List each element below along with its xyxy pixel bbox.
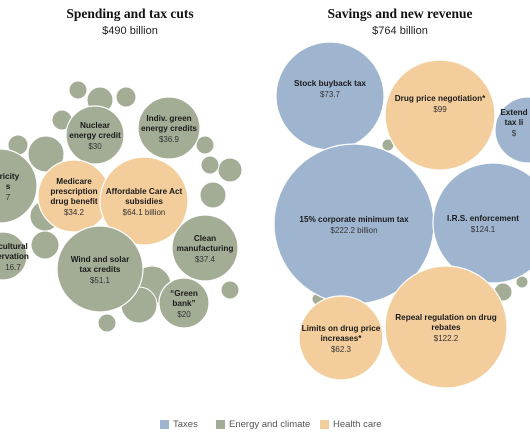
bubble	[298, 295, 384, 381]
bubble	[384, 265, 508, 389]
bubble-value: 16.7	[5, 263, 21, 272]
bubble-value: $	[512, 129, 517, 138]
bubble-value: $73.7	[320, 90, 341, 99]
background-bubble	[68, 80, 88, 100]
bubble	[99, 156, 189, 246]
bubble-label: Medicare prescription drug benefit	[50, 177, 98, 206]
bubble-label: “Green bank”	[170, 289, 198, 308]
background-bubble	[27, 135, 65, 173]
bubble	[37, 159, 111, 233]
bubble-value: $20	[177, 310, 191, 319]
bubble	[0, 231, 28, 281]
right-panel-header: Savings and new revenue $764 billion	[270, 6, 530, 38]
bubble-value: $62.3	[331, 345, 352, 354]
left-panel-title: Spending and tax cuts	[66, 6, 194, 21]
bubble	[65, 105, 125, 165]
bubble-value: $122.2	[434, 334, 459, 343]
bubble	[494, 96, 530, 164]
bubble	[432, 162, 530, 284]
bubble-value: 7	[6, 193, 11, 202]
legend-label-taxes: Taxes	[173, 419, 198, 430]
bubble-value: $124.1	[471, 225, 496, 234]
right-panel-title: Savings and new revenue	[327, 6, 473, 21]
legend-swatch-health	[320, 420, 329, 429]
right-panel-total: $764 billion	[372, 25, 428, 37]
bubble-chart: Nuclear energy credit $30 Indiv. green energ…	[0, 41, 530, 389]
bubble	[56, 225, 144, 313]
bubble-label: Limits on drug price increases*	[302, 324, 381, 343]
bubble-label: cultural ervation	[0, 242, 29, 261]
bubble-value: $64.1 billion	[123, 208, 166, 217]
bubble-label: 15% corporate minimum tax	[299, 215, 409, 224]
bubble	[137, 96, 201, 160]
bubble-label: Clean manufacturing	[177, 234, 234, 253]
legend-label-health: Health care	[333, 419, 382, 430]
legend-label-energy: Energy and climate	[229, 419, 311, 430]
bubble-value: $99	[433, 105, 447, 114]
bubble-label: Affordable Care Act subsidies	[106, 187, 183, 206]
bubble-label: Stock buyback tax	[294, 79, 366, 88]
legend-swatch-taxes	[160, 420, 169, 429]
background-bubble	[97, 313, 117, 333]
legend: Taxes Energy and climate Health care	[0, 419, 530, 435]
legend-swatch-energy	[216, 420, 225, 429]
bubble-label: Extend tax li	[500, 108, 527, 127]
background-bubble	[217, 157, 243, 183]
background-bubble	[115, 86, 137, 108]
background-bubble	[200, 155, 220, 175]
bubble-label: Drug price negotiation*	[395, 94, 486, 103]
legend-item-taxes: Taxes	[160, 419, 198, 430]
bubble-value: $37.4	[195, 255, 216, 264]
bubble-label: Repeal regulation on drug rebates	[395, 313, 496, 332]
bubble-label: tricitys	[0, 172, 20, 191]
bubble-label: I.R.S. enforcement	[447, 214, 519, 223]
bubble-label: Indiv. green energy credits	[141, 114, 197, 133]
bubble-value: $36.9	[159, 135, 180, 144]
bubble	[384, 59, 496, 171]
background-bubble	[199, 181, 227, 209]
bubble-label: Nuclear energy credit	[69, 121, 121, 140]
background-bubble	[220, 280, 240, 300]
left-panel-header: Spending and tax cuts $490 billion	[0, 6, 260, 38]
bubble-value: $34.2	[64, 208, 85, 217]
legend-item-health: Health care	[320, 419, 382, 430]
left-panel-total: $490 billion	[102, 25, 158, 37]
bubble-label: Wind and solar tax credits	[71, 255, 130, 274]
bubble	[158, 277, 210, 329]
background-bubble	[30, 230, 60, 260]
labeled-bubbles: Nuclear energy credit $30 Indiv. green energ…	[0, 41, 530, 389]
bubble-value: $51.1	[90, 276, 111, 285]
bubble-value: $222.2 billion	[330, 226, 377, 235]
legend-item-energy: Energy and climate	[216, 419, 310, 430]
background-bubble	[195, 135, 215, 155]
bubble-value: $30	[88, 142, 102, 151]
bubble	[0, 148, 38, 224]
bubble	[171, 214, 239, 282]
